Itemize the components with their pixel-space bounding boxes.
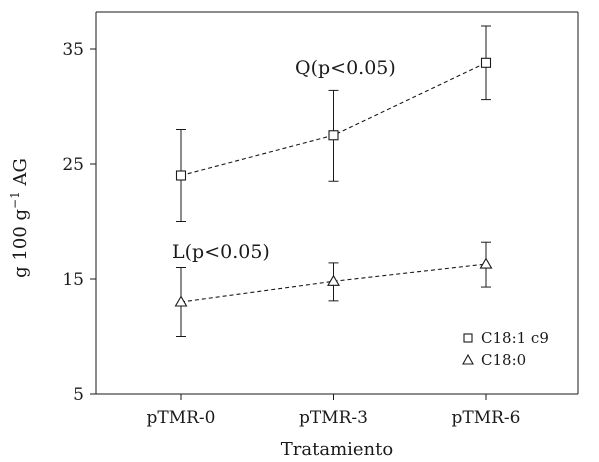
annotation-label: L(p<0.05) [172, 241, 270, 263]
data-point [328, 130, 339, 141]
x-axis-title: Tratamiento [281, 439, 393, 460]
legend-label: C18:0 [481, 351, 526, 369]
series-c18-0 [174, 241, 493, 337]
series-layer [174, 25, 493, 337]
data-point [327, 274, 340, 286]
data-point [174, 295, 188, 307]
y-axis-title: g 100 g−1 AG [8, 158, 31, 278]
x-tick-label: pTMR-0 [147, 408, 216, 428]
legend-label: C18:1 c9 [481, 329, 549, 347]
legend-marker [462, 353, 474, 365]
y-axis-title-suffix: AG [10, 158, 31, 191]
legend-marker [463, 333, 473, 343]
series-c18-1-c9 [175, 25, 492, 222]
ticks: 5 15 25 35 pTMR-0 pTMR-3 pTMR-6 [62, 40, 520, 428]
y-tick-label: 25 [62, 155, 84, 175]
y-tick-label: 5 [73, 385, 84, 405]
annotation-layer: Q(p<0.05) L(p<0.05) [172, 57, 396, 263]
annotation-label: Q(p<0.05) [295, 57, 396, 79]
x-tick-label: pTMR-3 [299, 408, 368, 428]
y-tick-label: 15 [62, 270, 84, 290]
y-axis-title-base: g 100 g [10, 209, 31, 278]
data-point [480, 57, 492, 68]
data-point [175, 170, 187, 181]
data-point [479, 257, 493, 269]
y-axis-title-superscript: −1 [8, 191, 22, 209]
axes [95, 11, 579, 395]
x-tick-label: pTMR-6 [452, 408, 521, 428]
y-tick-label: 35 [62, 40, 84, 60]
legend: C18:1 c9 C18:0 [462, 329, 549, 369]
series-line [180, 263, 487, 303]
